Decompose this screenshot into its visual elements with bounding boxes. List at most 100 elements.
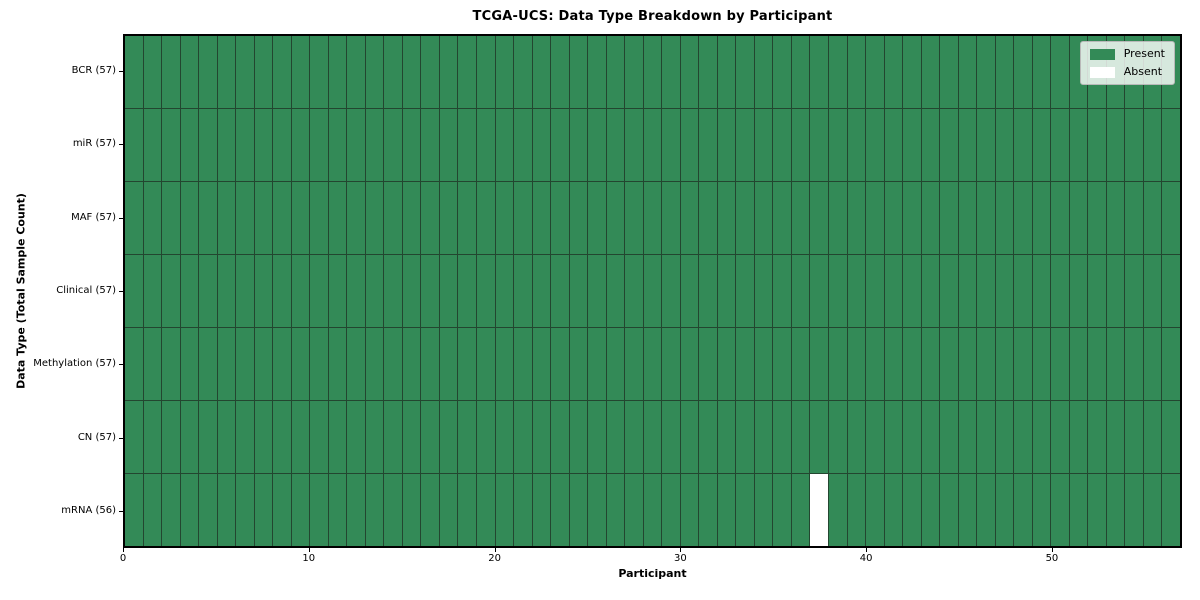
heatmap-cell-present: [402, 182, 421, 254]
heatmap-cell-present: [365, 328, 384, 400]
heatmap-cell-present: [514, 36, 532, 108]
heatmap-cell-present: [643, 255, 662, 327]
heatmap-cell-present: [402, 401, 421, 473]
heatmap-cell-present: [1162, 182, 1180, 254]
heatmap-cell-present: [402, 36, 421, 108]
heatmap-cell-present: [736, 328, 754, 400]
plot-area: Present Absent: [123, 34, 1182, 548]
heatmap-cell-present: [458, 255, 476, 327]
heatmap-cell-present: [588, 474, 606, 546]
heatmap-cell-present: [884, 401, 903, 473]
heatmap-cell-present: [236, 182, 254, 254]
heatmap-cell-present: [254, 401, 273, 473]
heatmap-cell-present: [606, 109, 625, 181]
heatmap-cell-present: [402, 474, 421, 546]
heatmap-cell-present: [699, 474, 717, 546]
heatmap-cell-present: [199, 255, 217, 327]
heatmap-cell-present: [921, 401, 940, 473]
heatmap-cell-present: [977, 401, 995, 473]
heatmap-cell-present: [421, 401, 439, 473]
heatmap-cell-present: [773, 255, 791, 327]
heatmap-cell-present: [606, 328, 625, 400]
heatmap-cell-present: [921, 182, 940, 254]
heatmap-cell-present: [236, 255, 254, 327]
heatmap-cell-present: [810, 109, 828, 181]
heatmap-cell-present: [532, 474, 551, 546]
x-tick-label: 10: [302, 553, 316, 564]
heatmap-cell-present: [903, 36, 921, 108]
x-tick-label: 0: [119, 553, 127, 564]
heatmap-cell-present: [643, 474, 662, 546]
heatmap-cell-present: [884, 474, 903, 546]
heatmap-cell-present: [365, 474, 384, 546]
heatmap-cell-present: [291, 255, 310, 327]
heatmap-cell-present: [643, 328, 662, 400]
heatmap-cell-present: [791, 474, 810, 546]
heatmap-cell-present: [1143, 255, 1162, 327]
heatmap-cell-present: [958, 328, 977, 400]
heatmap-cell-present: [1162, 401, 1180, 473]
heatmap-cell-present: [754, 328, 773, 400]
heatmap-cell-present: [1069, 328, 1088, 400]
heatmap-cell-present: [588, 401, 606, 473]
y-tick-label: MAF (57): [71, 211, 116, 223]
heatmap-cell-present: [365, 255, 384, 327]
heatmap-cell-present: [217, 474, 236, 546]
heatmap-cell-present: [125, 474, 143, 546]
heatmap-cell-present: [458, 474, 476, 546]
heatmap-cell-present: [532, 182, 551, 254]
heatmap-cell-present: [180, 401, 199, 473]
heatmap-cell-present: [662, 401, 680, 473]
x-tick-mark: [308, 548, 310, 552]
heatmap-cell-present: [254, 328, 273, 400]
heatmap-cell-present: [643, 109, 662, 181]
heatmap-cell-present: [439, 474, 458, 546]
heatmap-cell-present: [273, 328, 291, 400]
heatmap-cell-present: [884, 328, 903, 400]
heatmap-cell-present: [347, 109, 365, 181]
heatmap-cell-present: [828, 255, 847, 327]
heatmap-cell-present: [662, 182, 680, 254]
heatmap-cell-present: [1051, 182, 1069, 254]
heatmap-cell-present: [310, 401, 328, 473]
heatmap-cell-present: [625, 255, 643, 327]
heatmap-cell-present: [125, 328, 143, 400]
heatmap-cell-present: [736, 474, 754, 546]
heatmap-cell-present: [495, 328, 514, 400]
heatmap-cell-present: [791, 255, 810, 327]
legend-label: Present: [1123, 47, 1165, 60]
y-tick-label: Methylation (57): [33, 358, 116, 370]
heatmap-cell-present: [680, 182, 699, 254]
heatmap-cell-present: [884, 109, 903, 181]
heatmap-cell-present: [514, 109, 532, 181]
heatmap-cell-present: [125, 255, 143, 327]
x-tick-mark: [123, 548, 124, 552]
heatmap-cell-present: [625, 401, 643, 473]
heatmap-cell-present: [717, 109, 736, 181]
heatmap-cell-present: [1088, 401, 1106, 473]
heatmap-cell-present: [828, 474, 847, 546]
heatmap-cell-present: [680, 36, 699, 108]
heatmap-cell-present: [1032, 328, 1051, 400]
heatmap-cell-present: [402, 328, 421, 400]
y-tick-label: Clinical (57): [56, 285, 116, 296]
heatmap-cell-present: [977, 328, 995, 400]
heatmap-cell-present: [143, 255, 162, 327]
heatmap-cell-present: [514, 474, 532, 546]
heatmap-cell-present: [977, 182, 995, 254]
heatmap-cell-present: [1032, 182, 1051, 254]
heatmap-cell-present: [1143, 474, 1162, 546]
heatmap-cell-present: [1051, 36, 1069, 108]
heatmap-cell-present: [884, 36, 903, 108]
heatmap-cell-present: [736, 182, 754, 254]
heatmap-cell-present: [1069, 182, 1088, 254]
heatmap-cell-present: [514, 401, 532, 473]
heatmap-cell-present: [717, 255, 736, 327]
heatmap-cell-present: [847, 36, 866, 108]
heatmap-cell-present: [699, 109, 717, 181]
heatmap-cell-present: [699, 328, 717, 400]
heatmap-cell-present: [384, 328, 402, 400]
heatmap-cell-present: [717, 401, 736, 473]
heatmap-cell-present: [1106, 474, 1125, 546]
heatmap-cell-present: [328, 182, 347, 254]
